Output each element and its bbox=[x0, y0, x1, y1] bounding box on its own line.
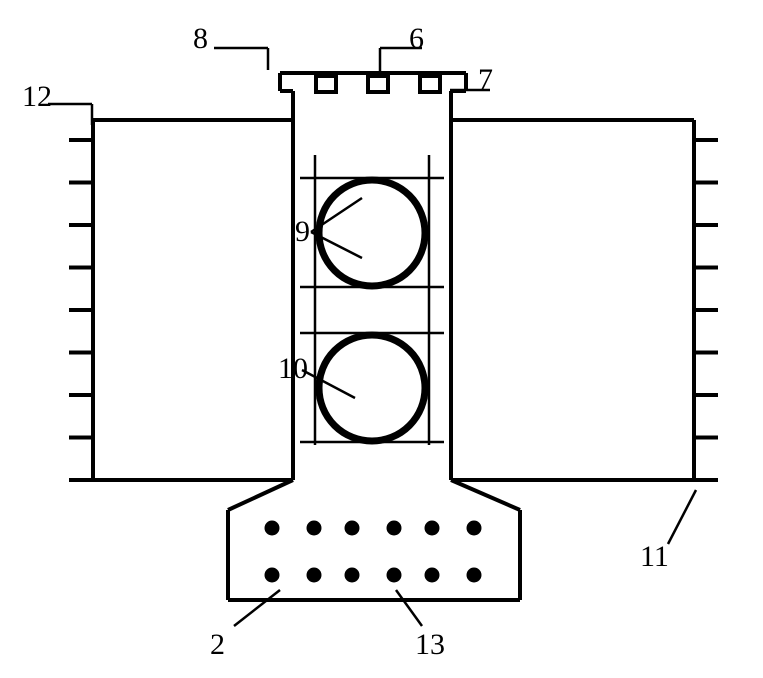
callout-label-7: 7 bbox=[478, 63, 493, 97]
callout-label-8: 8 bbox=[193, 22, 208, 56]
callout-label-12: 12 bbox=[22, 80, 52, 114]
callout-label-9: 9 bbox=[295, 215, 310, 249]
callout-label-13: 13 bbox=[415, 628, 445, 662]
callout-label-10: 10 bbox=[278, 352, 308, 386]
callout-label-2: 2 bbox=[210, 628, 225, 662]
diagram-svg bbox=[0, 0, 763, 678]
callout-label-6: 6 bbox=[409, 22, 424, 56]
callout-label-11: 11 bbox=[640, 540, 669, 574]
